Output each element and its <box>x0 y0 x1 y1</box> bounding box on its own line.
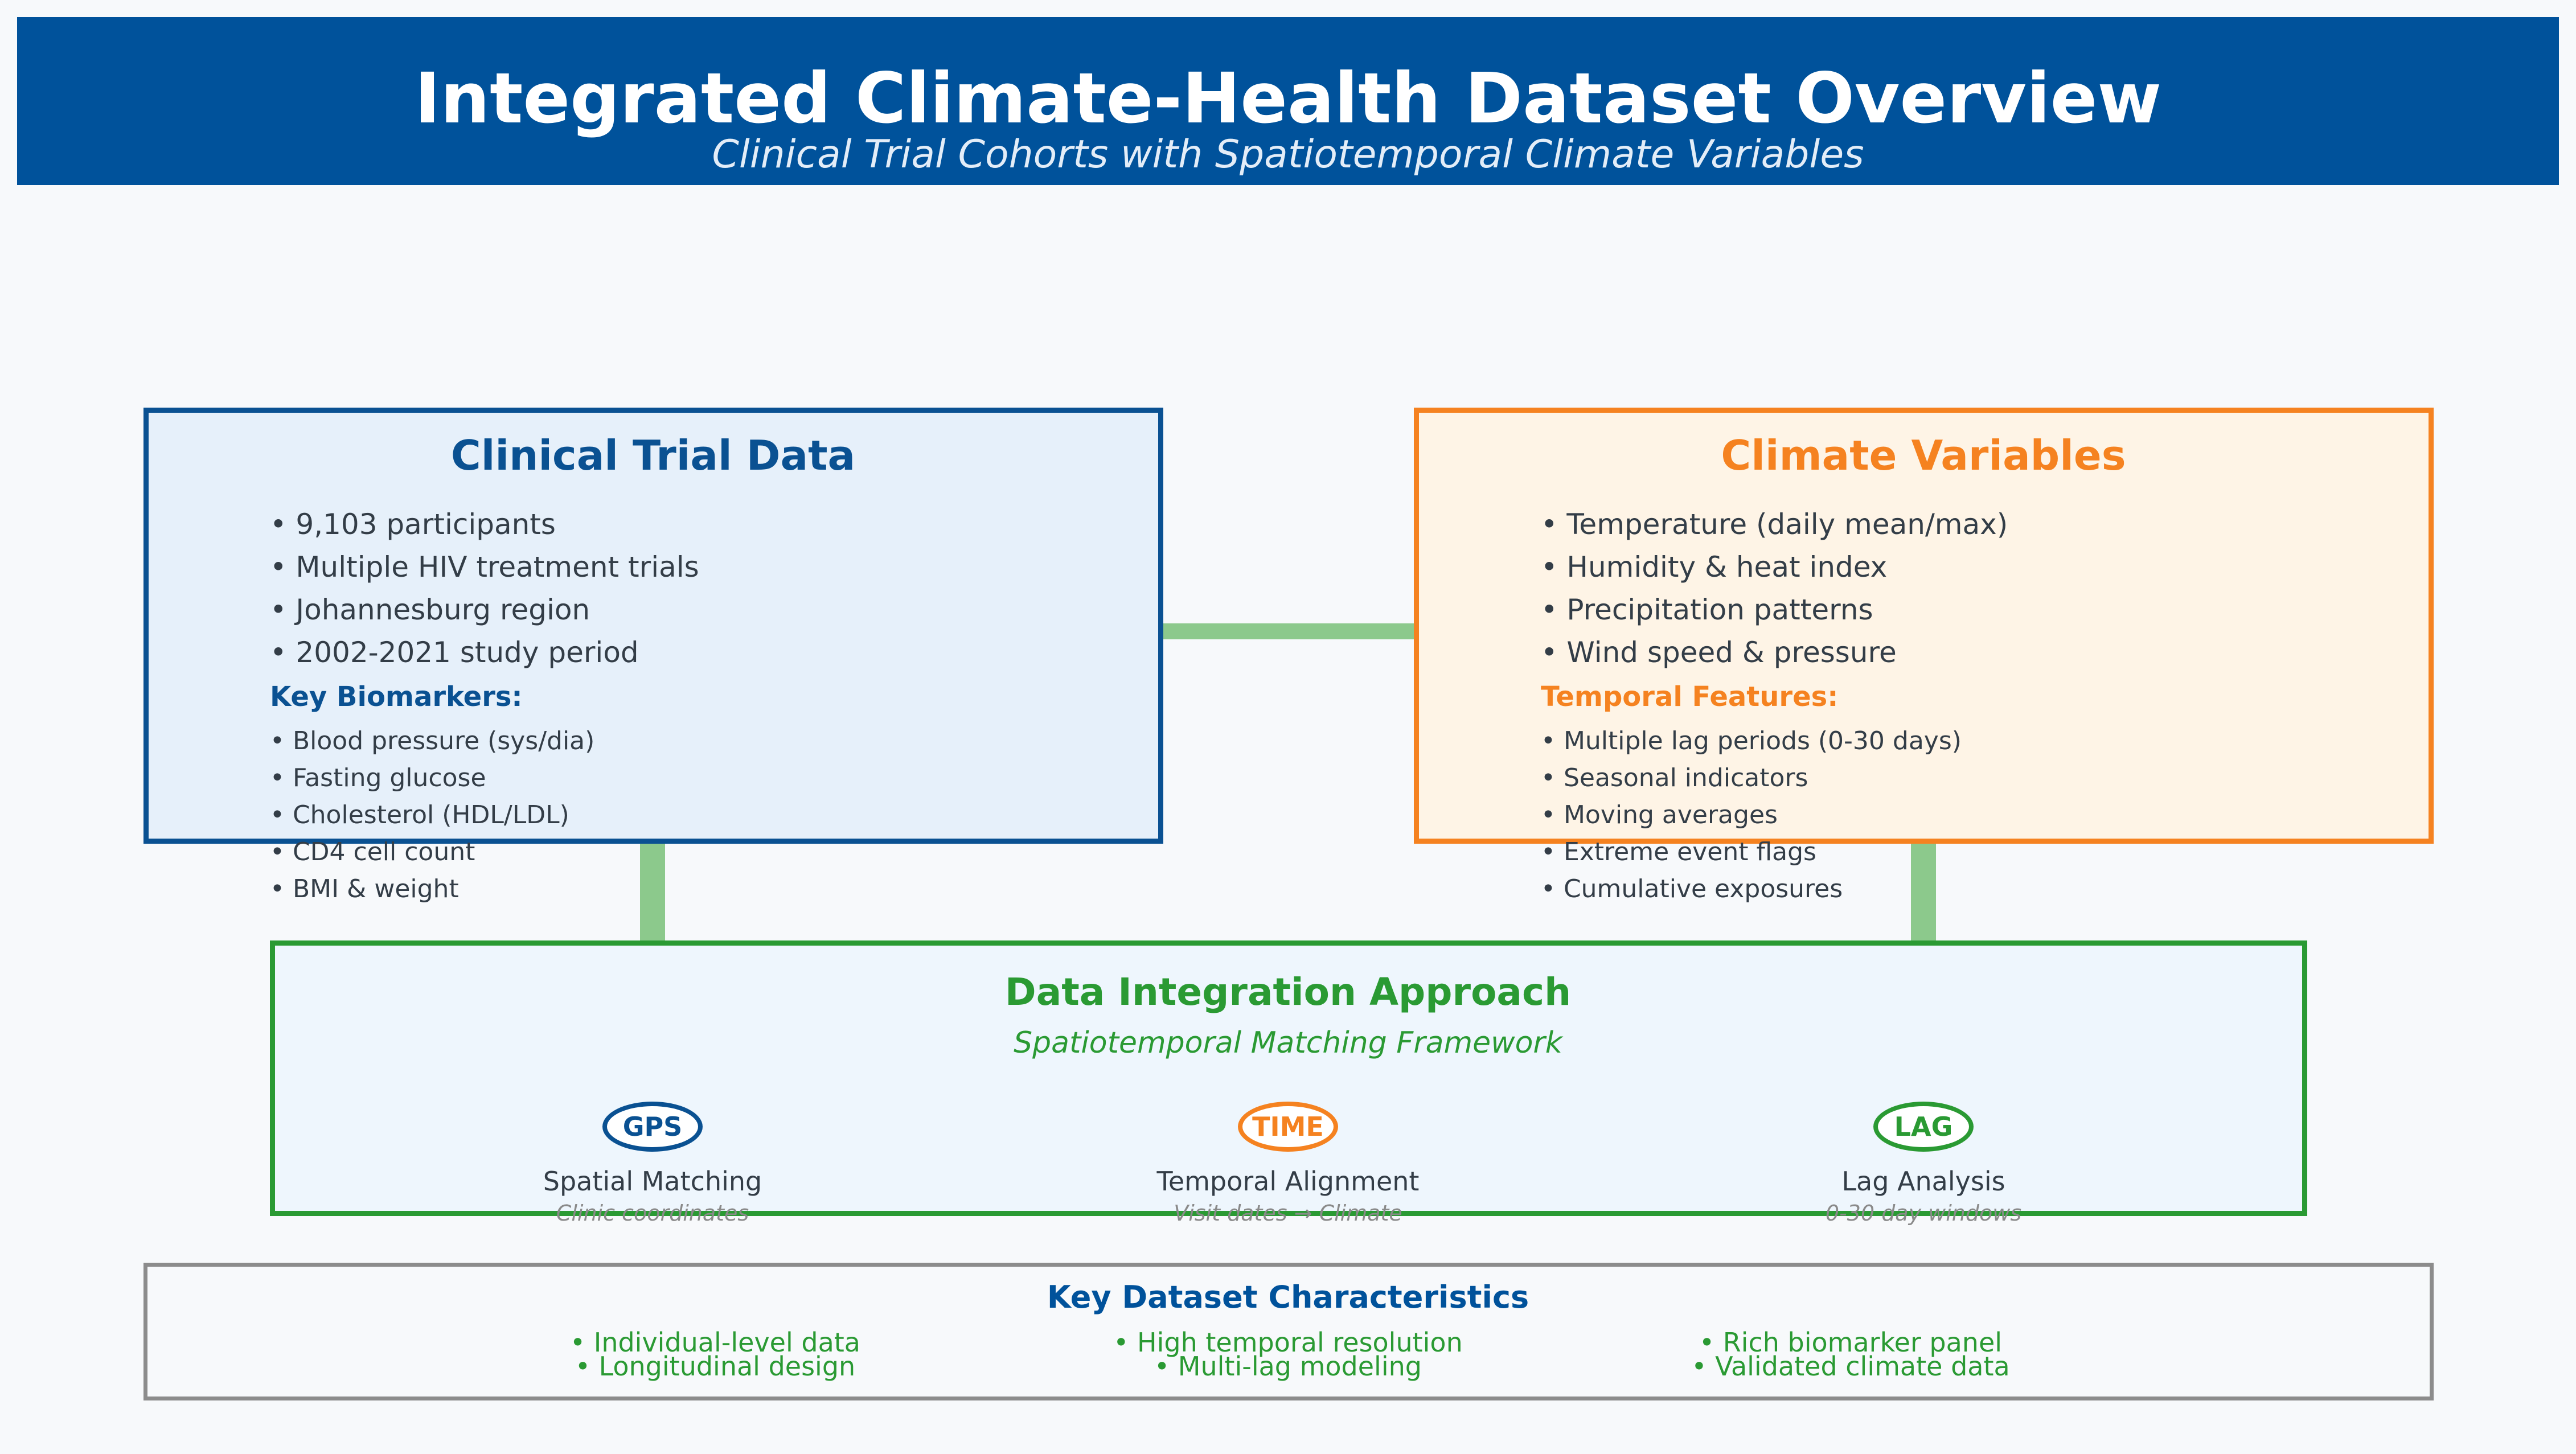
climate-variables-box <box>1414 408 2434 844</box>
integration-title: Data Integration Approach <box>1004 970 1572 1014</box>
climate-subheading: Temporal Features: <box>1541 681 1839 713</box>
characteristic-item: • Rich biomarker panel <box>1699 1327 2003 1358</box>
biomarker-item: • CD4 cell count <box>270 837 475 866</box>
method-desc-temporal: Visit dates → Climate <box>1174 1201 1402 1226</box>
temporal-feature-item: • Moving averages <box>1541 800 1778 829</box>
characteristic-item: • Longitudinal design <box>575 1351 856 1382</box>
lag-badge: LAG <box>1873 1102 1974 1152</box>
biomarker-item: • Fasting glucose <box>270 763 486 792</box>
characteristic-item: • Multi-lag modeling <box>1154 1351 1422 1382</box>
time-badge: TIME <box>1238 1102 1338 1152</box>
method-desc-lag: 0-30 day windows <box>1825 1201 2022 1226</box>
clinical-bullet: • 9,103 participants <box>270 508 556 541</box>
page-title: Integrated Climate-Health Dataset Overvi… <box>414 58 2162 139</box>
biomarker-item: • Blood pressure (sys/dia) <box>270 726 595 755</box>
clinical-box-title: Clinical Trial Data <box>450 432 856 479</box>
characteristic-item: • High temporal resolution <box>1113 1327 1463 1358</box>
page-subtitle: Clinical Trial Cohorts with Spatiotempor… <box>712 132 1864 177</box>
climate-bullet: • Wind speed & pressure <box>1541 636 1897 669</box>
temporal-feature-item: • Cumulative exposures <box>1541 874 1843 903</box>
key-characteristics-box <box>143 1263 2434 1400</box>
temporal-feature-item: • Multiple lag periods (0-30 days) <box>1541 726 1962 755</box>
header-banner: Integrated Climate-Health Dataset Overvi… <box>17 17 2559 185</box>
temporal-feature-item: • Extreme event flags <box>1541 837 1816 866</box>
method-label-temporal: Temporal Alignment <box>1156 1166 1420 1197</box>
characteristic-item: • Validated climate data <box>1691 1351 2010 1382</box>
integration-box <box>270 940 2307 1216</box>
clinical-bullet: • 2002-2021 study period <box>270 636 639 669</box>
method-label-lag: Lag Analysis <box>1841 1166 2005 1197</box>
biomarker-item: • BMI & weight <box>270 874 459 903</box>
characteristic-item: • Individual-level data <box>570 1327 860 1358</box>
clinical-trial-box <box>143 408 1163 844</box>
method-desc-spatial: Clinic coordinates <box>556 1201 749 1226</box>
climate-box-title: Climate Variables <box>1721 432 2126 479</box>
method-label-spatial: Spatial Matching <box>543 1166 762 1197</box>
clinical-bullet: • Johannesburg region <box>270 593 590 626</box>
integration-subtitle: Spatiotemporal Matching Framework <box>1014 1026 1562 1060</box>
key-characteristics-title: Key Dataset Characteristics <box>1047 1279 1529 1315</box>
temporal-feature-item: • Seasonal indicators <box>1541 763 1808 792</box>
climate-bullet: • Humidity & heat index <box>1541 551 1888 584</box>
gps-badge: GPS <box>602 1102 703 1152</box>
clinical-subheading: Key Biomarkers: <box>270 681 523 713</box>
climate-bullet: • Temperature (daily mean/max) <box>1541 508 2008 541</box>
climate-bullet: • Precipitation patterns <box>1541 593 1873 626</box>
clinical-bullet: • Multiple HIV treatment trials <box>270 551 699 584</box>
biomarker-item: • Cholesterol (HDL/LDL) <box>270 800 569 829</box>
